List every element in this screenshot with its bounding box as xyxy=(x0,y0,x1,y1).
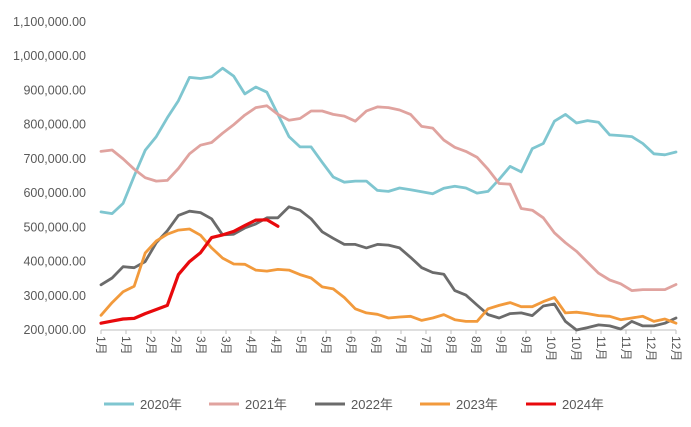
series-line-2023 xyxy=(99,227,678,325)
y-tick-label: 200,000.00 xyxy=(23,323,86,337)
x-tick-label: 9月 xyxy=(519,336,533,355)
y-tick-label: 1,000,000.00 xyxy=(13,49,86,63)
x-tick-label: 10月 xyxy=(544,336,558,361)
y-tick-label: 700,000.00 xyxy=(23,152,86,166)
legend-label: 2021年 xyxy=(245,397,287,412)
legend-label: 2024年 xyxy=(562,397,604,412)
x-tick-label: 12月 xyxy=(669,336,683,361)
x-tick-label: 1月 xyxy=(94,336,108,355)
series-line-2024 xyxy=(99,218,280,325)
y-axis-labels: 200,000.00 300,000.00 400,000.00 500,000.00… xyxy=(13,15,86,337)
x-tick-label: 7月 xyxy=(394,336,408,355)
x-tick-label: 10月 xyxy=(569,336,583,361)
series-line-2020 xyxy=(99,66,678,215)
x-tick-marks xyxy=(100,330,677,334)
x-tick-label: 8月 xyxy=(444,336,458,355)
y-tick-label: 500,000.00 xyxy=(23,220,86,234)
x-axis-labels: 1月 1月 2月 2月 3月 3月 4月 4月 5月 5月 6月 6月 7月 7月 8月 8月 9月 9月 10月 1… xyxy=(94,336,683,361)
x-tick-label: 11月 xyxy=(619,336,633,360)
x-tick-label: 9月 xyxy=(494,336,508,355)
x-tick-label: 4月 xyxy=(269,336,283,355)
x-tick-label: 7月 xyxy=(419,336,433,355)
series-lines xyxy=(99,66,678,332)
x-tick-label: 12月 xyxy=(644,336,658,361)
x-tick-label: 3月 xyxy=(219,336,233,355)
y-tick-label: 900,000.00 xyxy=(23,83,86,97)
x-tick-label: 4月 xyxy=(244,336,258,355)
series-line-2021 xyxy=(99,104,678,292)
x-tick-label: 5月 xyxy=(319,336,333,355)
legend-label: 2020年 xyxy=(140,397,182,412)
x-tick-label: 11月 xyxy=(594,336,608,360)
x-tick-label: 2月 xyxy=(169,336,183,355)
legend-label: 2022年 xyxy=(351,397,393,412)
y-tick-label: 600,000.00 xyxy=(23,186,86,200)
x-tick-label: 1月 xyxy=(119,336,133,355)
series-line-2022 xyxy=(99,205,678,332)
x-tick-label: 2月 xyxy=(144,336,158,355)
x-tick-label: 6月 xyxy=(369,336,383,355)
x-tick-label: 3月 xyxy=(194,336,208,355)
x-tick-label: 5月 xyxy=(294,336,308,355)
legend-label: 2023年 xyxy=(456,397,498,412)
x-tick-label: 6月 xyxy=(344,336,358,355)
chart-legend: 2020年 2021年 2022年 2023年 2024年 xyxy=(104,397,604,412)
y-tick-label: 400,000.00 xyxy=(23,255,86,269)
y-tick-label: 800,000.00 xyxy=(23,118,86,132)
y-tick-label: 300,000.00 xyxy=(23,289,86,303)
x-tick-label: 8月 xyxy=(469,336,483,355)
y-tick-label: 1,100,000.00 xyxy=(13,15,86,29)
